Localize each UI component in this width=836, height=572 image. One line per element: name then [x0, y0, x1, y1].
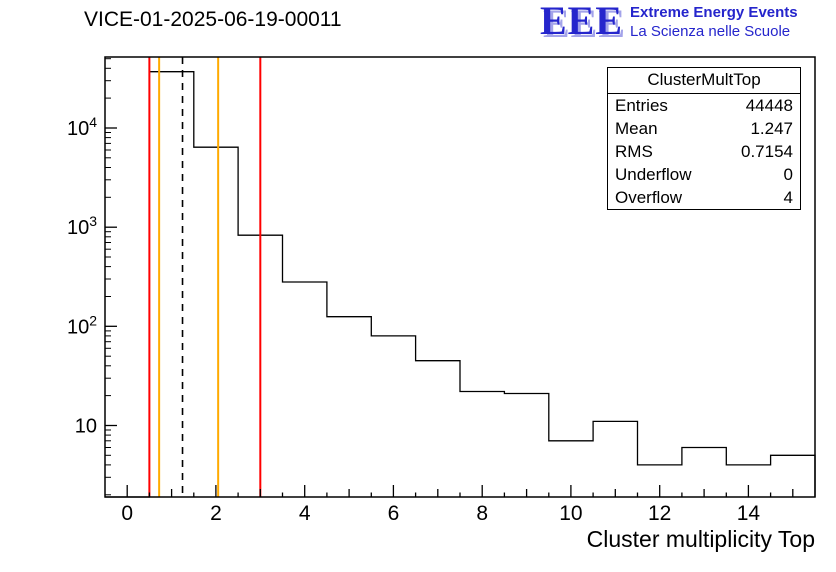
stats-label: Underflow — [615, 165, 692, 184]
x-tick-label: 8 — [476, 502, 488, 525]
stats-label: Overflow — [615, 188, 683, 207]
x-tick-label: 0 — [121, 502, 133, 525]
x-tick-label: 6 — [388, 502, 400, 525]
page-title: VICE-01-2025-06-19-00011 — [84, 8, 342, 31]
stats-value: 1.247 — [750, 119, 793, 138]
plot-frame — [104, 56, 816, 498]
y-tick-label: 102 — [67, 312, 97, 338]
x-tick-label: 10 — [559, 502, 582, 525]
stats-value: 44448 — [745, 96, 793, 115]
stats-box-title: ClusterMultTop — [608, 68, 800, 94]
stats-label: Entries — [615, 96, 668, 115]
y-tick-label: 103 — [67, 213, 97, 239]
y-tick-label: 104 — [67, 114, 97, 140]
x-tick-label: 4 — [299, 502, 311, 525]
x-tick-label: 2 — [210, 502, 222, 525]
stats-value: 0 — [783, 165, 793, 184]
y-tick-label: 10 — [75, 415, 97, 437]
eee-logo: EEE Extreme Energy Events La Scienza nel… — [540, 0, 798, 43]
stats-row-mean: Mean 1.247 — [608, 117, 800, 140]
stats-value: 0.7154 — [741, 142, 793, 161]
stats-label: RMS — [615, 142, 653, 161]
x-tick-label: 12 — [648, 502, 671, 525]
stats-label: Mean — [615, 119, 658, 138]
histogram-line — [105, 71, 816, 498]
stats-value: 4 — [783, 188, 793, 207]
stats-box: ClusterMultTop Entries 44448 Mean 1.247 … — [607, 67, 801, 210]
eee-logo-caption: Extreme Energy Events La Scienza nelle S… — [630, 2, 798, 41]
stats-row-entries: Entries 44448 — [608, 94, 800, 117]
eee-logo-mark: EEE — [540, 0, 624, 43]
stats-row-overflow: Overflow 4 — [608, 186, 800, 209]
stats-row-underflow: Underflow 0 — [608, 163, 800, 186]
eee-logo-line2: La Scienza nelle Scuole — [630, 23, 791, 40]
stats-row-rms: RMS 0.7154 — [608, 140, 800, 163]
x-axis-title: Cluster multiplicity Top — [587, 526, 815, 552]
x-tick-label: 14 — [737, 502, 761, 525]
eee-logo-line1: Extreme Energy Events — [630, 4, 798, 21]
